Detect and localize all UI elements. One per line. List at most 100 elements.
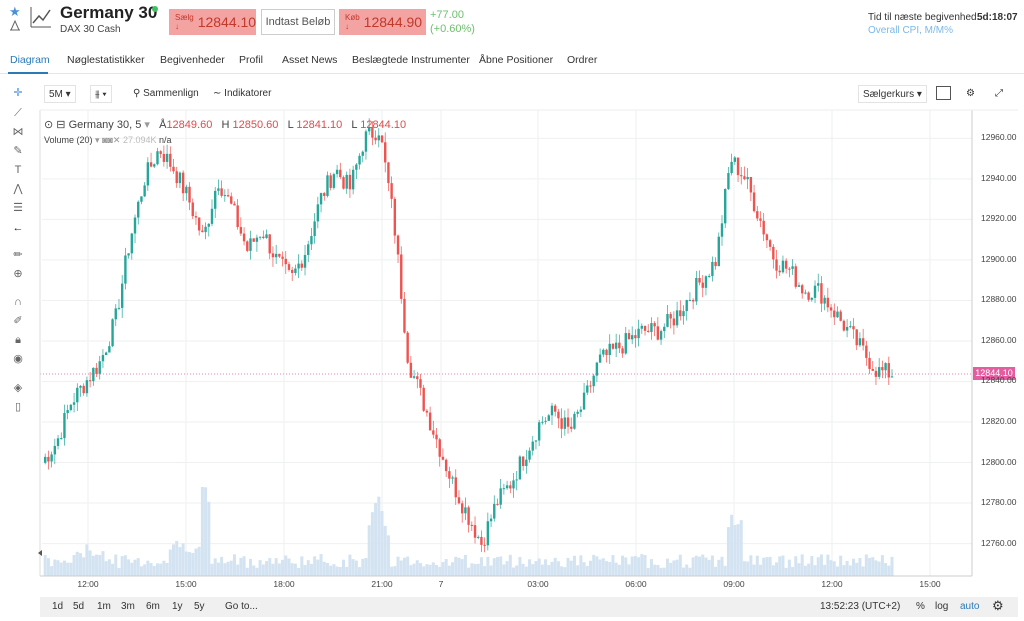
volume-bar bbox=[778, 556, 782, 576]
ruler-icon[interactable]: ✏ bbox=[13, 249, 23, 261]
fork-icon[interactable]: ⋈ bbox=[12, 126, 24, 138]
goto-button[interactable]: Go to... bbox=[225, 601, 258, 612]
candle-body bbox=[592, 375, 595, 387]
chart-type-select[interactable]: ⫵ ▾ bbox=[90, 85, 112, 103]
range-5y[interactable]: 5y bbox=[194, 601, 205, 612]
volume-bar bbox=[598, 559, 602, 576]
compare-button[interactable]: ⚲ Sammenlign bbox=[133, 88, 199, 99]
candle-body bbox=[618, 342, 621, 349]
candle-body bbox=[252, 238, 255, 242]
magnet-icon[interactable]: ∩ bbox=[14, 296, 22, 308]
brush-icon[interactable]: ✎ bbox=[13, 145, 23, 157]
interval-select[interactable]: 5M ▾ bbox=[44, 85, 76, 103]
fibonacci-icon[interactable]: ☰ bbox=[13, 202, 23, 214]
tab-profile[interactable]: Profil bbox=[239, 54, 263, 66]
eye-icon[interactable]: ◉ bbox=[13, 353, 23, 365]
range-1y[interactable]: 1y bbox=[172, 601, 183, 612]
range-6m[interactable]: 6m bbox=[146, 601, 160, 612]
candle-body bbox=[624, 333, 627, 354]
candle-body bbox=[829, 307, 833, 311]
expand-icon[interactable]: ⤢ bbox=[995, 88, 1003, 99]
legend-settings-icon[interactable]: ▾ bbox=[144, 119, 150, 131]
indicators-button[interactable]: ∼ Indikatorer bbox=[213, 88, 272, 99]
volume-bar bbox=[736, 524, 740, 576]
back-arrow-icon[interactable]: ← bbox=[12, 222, 24, 234]
candle-body bbox=[185, 186, 188, 194]
volume-bar bbox=[887, 565, 891, 576]
candle-body bbox=[175, 171, 178, 184]
price-type-select[interactable]: Sælgerkurs ▾ bbox=[858, 85, 927, 103]
settings-icon[interactable]: ⚙ bbox=[966, 88, 975, 99]
volume-bar bbox=[457, 557, 461, 576]
pattern-icon[interactable]: ⋀ bbox=[13, 183, 23, 195]
tab-events[interactable]: Begivenheder bbox=[160, 54, 225, 66]
range-5d[interactable]: 5d bbox=[73, 601, 85, 612]
amount-input[interactable]: Indtast Beløb bbox=[261, 9, 335, 35]
fullscreen-box-icon[interactable] bbox=[936, 86, 951, 100]
y-tick-label: 12800.00 bbox=[981, 456, 1017, 467]
volume-bar bbox=[531, 564, 535, 576]
volume-bar bbox=[758, 564, 762, 576]
buy-label: Køb ↓ bbox=[345, 13, 360, 31]
legend-symbol: Germany 30, 5 bbox=[68, 119, 142, 131]
legend-collapse-icon[interactable]: ⊙ ⊟ bbox=[44, 119, 66, 131]
candle-body bbox=[85, 380, 89, 394]
range-3m[interactable]: 3m bbox=[121, 601, 135, 612]
instrument-title: Germany 30 bbox=[60, 3, 158, 22]
tab-orders[interactable]: Ordrer bbox=[567, 54, 598, 66]
tab-asset-news[interactable]: Asset News bbox=[282, 54, 338, 66]
tab-diagram[interactable]: Diagram bbox=[10, 54, 50, 66]
volume-bar bbox=[194, 548, 198, 576]
lock-icon[interactable]: 🔒︎ bbox=[15, 334, 21, 346]
next-event-link[interactable]: Overall CPI, M/M% bbox=[868, 25, 954, 36]
text-icon[interactable]: T bbox=[14, 164, 22, 176]
pencil-lock-icon[interactable]: ✐ bbox=[13, 315, 23, 327]
zoom-icon[interactable]: ⊕ bbox=[13, 268, 23, 280]
volume-bar bbox=[207, 501, 211, 576]
volume-bar bbox=[139, 566, 143, 576]
volume-settings-icon[interactable]: ▾ ◙◙✕ bbox=[95, 135, 121, 145]
volume-bar bbox=[576, 565, 580, 576]
tab-related-instruments[interactable]: Beslægtede Instrumenter bbox=[352, 54, 470, 66]
layers-icon[interactable]: ◈ bbox=[13, 382, 23, 394]
volume-bar bbox=[633, 556, 637, 576]
auto-toggle[interactable]: auto bbox=[960, 601, 980, 612]
price-type-value: Sælgerkurs bbox=[863, 89, 915, 100]
candle-body bbox=[515, 479, 518, 481]
candle-body bbox=[672, 318, 676, 326]
alert-icon[interactable] bbox=[8, 18, 22, 32]
percent-toggle[interactable]: % bbox=[916, 601, 925, 612]
volume-bar bbox=[242, 556, 246, 576]
y-tick-label: 12780.00 bbox=[981, 497, 1017, 508]
crosshair-icon[interactable]: ✛ bbox=[13, 87, 23, 99]
settings-gear-icon[interactable]: ⚙ bbox=[992, 598, 1004, 613]
volume-bar bbox=[69, 562, 73, 576]
volume-bar bbox=[787, 559, 791, 576]
candle-body bbox=[290, 269, 294, 274]
volume-bar bbox=[200, 486, 204, 576]
tab-open-positions[interactable]: Åbne Positioner bbox=[479, 54, 554, 66]
log-toggle[interactable]: log bbox=[935, 601, 949, 612]
volume-bar bbox=[329, 565, 333, 576]
candle-body bbox=[214, 190, 217, 209]
volume-bar bbox=[499, 556, 503, 576]
range-1m[interactable]: 1m bbox=[97, 601, 111, 612]
volume-bar bbox=[505, 561, 509, 576]
trend-line-icon[interactable]: ⟋ bbox=[14, 107, 22, 119]
sell-button[interactable]: Sælg ↓ 12844.10 bbox=[169, 9, 256, 35]
compare-label: Sammenlign bbox=[143, 88, 199, 99]
range-1d[interactable]: 1d bbox=[52, 601, 64, 612]
candle-body bbox=[53, 445, 57, 455]
volume-bar bbox=[213, 558, 217, 576]
legend-high-label: H bbox=[221, 119, 230, 131]
star-icon[interactable]: ★ bbox=[9, 4, 21, 19]
buy-button[interactable]: Køb ↓ 12844.90 bbox=[339, 9, 426, 35]
volume-bar bbox=[191, 552, 195, 576]
trash-icon[interactable]: ▯ bbox=[14, 401, 22, 413]
tab-key-stats[interactable]: Nøglestatistikker bbox=[67, 54, 145, 66]
indicators-label: Indikatorer bbox=[224, 88, 272, 99]
volume-legend: Volume (20) ▾ ◙◙✕ 27.094K n/a bbox=[44, 135, 172, 146]
legend-close: 12844.10 bbox=[360, 119, 407, 131]
candle-body bbox=[63, 413, 66, 439]
